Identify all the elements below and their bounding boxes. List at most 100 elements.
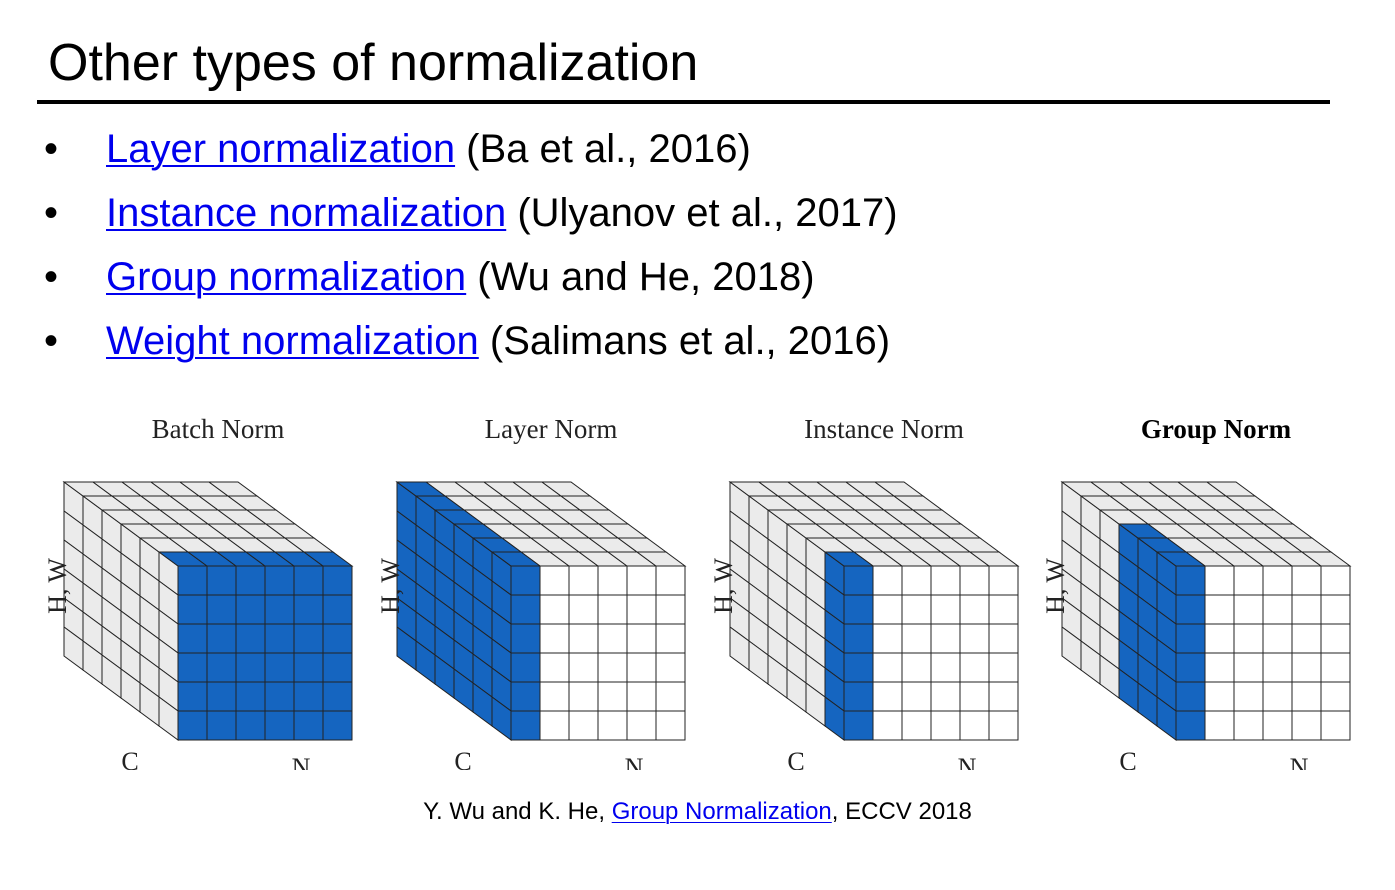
highlighted-cell xyxy=(510,565,541,596)
cube-cell xyxy=(635,551,687,567)
cube-cell xyxy=(568,623,599,654)
list-item: • Instance normalization (Ulyanov et al.… xyxy=(44,181,898,245)
cube-cell xyxy=(626,681,657,712)
highlighted-cell xyxy=(823,551,875,567)
cube-cell xyxy=(1233,710,1264,741)
cube-cell xyxy=(872,652,903,683)
axis-label-hw: H, W xyxy=(376,558,405,614)
reference-list: • Layer normalization (Ba et al., 2016) … xyxy=(44,117,898,373)
axis-label-c: C xyxy=(787,747,804,770)
highlighted-cell xyxy=(322,652,353,683)
highlighted-cell xyxy=(177,565,208,596)
cube-cell xyxy=(568,652,599,683)
bullet-icon: • xyxy=(44,191,59,235)
cube-cell xyxy=(1233,623,1264,654)
panel-title-group: Group Norm xyxy=(1141,414,1292,444)
highlighted-cell xyxy=(264,652,295,683)
cube-cell xyxy=(1204,652,1235,683)
cube-cell xyxy=(1262,594,1293,625)
highlighted-cell xyxy=(177,594,208,625)
highlighted-cell xyxy=(1175,565,1206,596)
cube-cell xyxy=(1262,652,1293,683)
cube-cell xyxy=(988,623,1019,654)
layer-normalization-link[interactable]: Layer normalization xyxy=(106,127,456,171)
cube-cell xyxy=(1320,710,1351,741)
cube-cell xyxy=(930,565,961,596)
axis-label-c: C xyxy=(454,747,471,770)
cube-cell xyxy=(959,623,990,654)
cube-cell xyxy=(1262,681,1293,712)
group-normalization-paper-link[interactable]: Group Normalization xyxy=(611,798,832,825)
citation: Y. Wu and K. He, Group Normalization, EC… xyxy=(0,796,1395,828)
highlighted-cell xyxy=(293,565,324,596)
highlighted-cell xyxy=(206,652,237,683)
citation-venue: , ECCV 2018 xyxy=(831,798,972,825)
cube-cell xyxy=(597,594,628,625)
highlighted-cell xyxy=(206,623,237,654)
highlighted-cell xyxy=(235,565,266,596)
highlighted-cell xyxy=(264,594,295,625)
cube-panel-instance: Instance Norm H, W C N xyxy=(709,414,1020,770)
axis-label-c: C xyxy=(1119,747,1136,770)
cube-cell xyxy=(655,652,686,683)
cube-cell xyxy=(568,565,599,596)
highlighted-cell xyxy=(264,681,295,712)
axis-label-n: N xyxy=(625,753,644,770)
highlighted-cell xyxy=(1175,710,1206,741)
cube-cell xyxy=(901,594,932,625)
cube-cell xyxy=(597,710,628,741)
weight-normalization-link[interactable]: Weight normalization xyxy=(106,319,479,363)
axis-label-hw: H, W xyxy=(709,558,738,614)
cube-cell xyxy=(1233,681,1264,712)
cube-cell xyxy=(655,681,686,712)
highlighted-cell xyxy=(177,681,208,712)
highlighted-cell xyxy=(264,710,295,741)
cube-cell xyxy=(568,681,599,712)
cube-cell xyxy=(959,681,990,712)
highlighted-cell xyxy=(490,551,542,567)
highlighted-cell xyxy=(510,623,541,654)
slide-title: Other types of normalization xyxy=(48,34,699,92)
highlighted-cell xyxy=(1175,594,1206,625)
reference-text: (Ulyanov et al., 2017) xyxy=(506,191,898,235)
highlighted-cell xyxy=(206,681,237,712)
cube-cell xyxy=(930,623,961,654)
cube-cell xyxy=(626,623,657,654)
highlighted-cell xyxy=(510,652,541,683)
cube-cell xyxy=(988,565,1019,596)
cube-cell xyxy=(988,681,1019,712)
cube-cell xyxy=(568,710,599,741)
group-normalization-link[interactable]: Group normalization xyxy=(106,255,467,299)
reference-text: (Wu and He, 2018) xyxy=(466,255,815,299)
cube-cell xyxy=(959,652,990,683)
cube-cell xyxy=(539,710,570,741)
highlighted-cell xyxy=(293,710,324,741)
cube-cell xyxy=(872,681,903,712)
highlighted-cell xyxy=(843,594,874,625)
cube-panel-batch: Batch Norm H, W C N xyxy=(43,414,354,770)
cube-cell xyxy=(597,565,628,596)
bullet-icon: • xyxy=(44,127,59,171)
cube-cell xyxy=(1300,551,1352,567)
cube-cell xyxy=(930,652,961,683)
highlighted-cell xyxy=(322,710,353,741)
cube-cell xyxy=(1204,565,1235,596)
instance-normalization-link[interactable]: Instance normalization xyxy=(106,191,507,235)
cube-cell xyxy=(1320,681,1351,712)
list-item: • Group normalization (Wu and He, 2018) xyxy=(44,245,898,309)
cube-cell xyxy=(901,565,932,596)
cube-cell xyxy=(1262,623,1293,654)
cube-cell xyxy=(539,565,570,596)
cube-cell xyxy=(872,565,903,596)
cube-cell xyxy=(539,652,570,683)
cube-cell xyxy=(568,594,599,625)
reference-text: (Salimans et al., 2016) xyxy=(478,319,891,363)
cube-cell xyxy=(1204,594,1235,625)
cube-cell xyxy=(1262,710,1293,741)
highlighted-cell xyxy=(322,681,353,712)
highlighted-cell xyxy=(510,710,541,741)
cube-cell xyxy=(539,594,570,625)
cube-cell xyxy=(959,594,990,625)
cube-cell xyxy=(597,652,628,683)
